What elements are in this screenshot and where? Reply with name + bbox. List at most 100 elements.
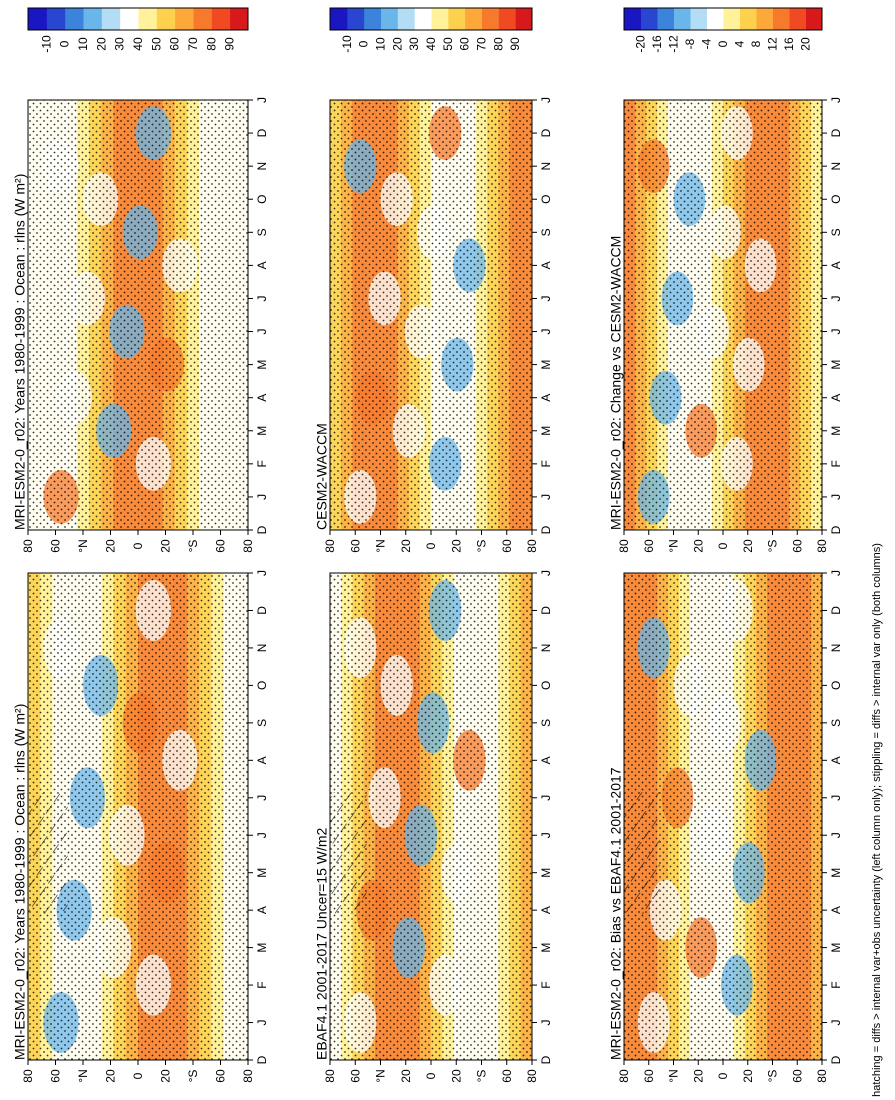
panel-0: D J F M A M J J A S O N D J 80 60 °N 20 0 20 °S 60 80 MRI-ESM2-… xyxy=(11,477,269,1083)
panel-title: CESM2-WACCM xyxy=(313,423,329,530)
colorbar-label: 70 xyxy=(186,37,200,51)
lat-tick-label: 80 xyxy=(21,1069,35,1083)
month-tick-label: J xyxy=(539,1020,553,1026)
panel-title: MRI-ESM2-0_r02: Bias vs EBAF4.1 2001-201… xyxy=(607,767,623,1060)
colorbar-label: 50 xyxy=(149,37,163,51)
lat-tick-label: °S xyxy=(766,540,780,553)
month-tick-label: J xyxy=(255,295,269,301)
lat-tick-label: 0 xyxy=(424,542,438,549)
month-tick-label: D xyxy=(255,128,269,137)
month-tick-label: S xyxy=(255,228,269,236)
month-tick-label: D xyxy=(829,606,843,615)
month-tick-label: F xyxy=(539,981,553,988)
colorbar-swatch xyxy=(805,8,823,30)
colorbar-label: 30 xyxy=(407,37,421,51)
colorbar-swatch xyxy=(481,8,499,30)
lat-tick-label: 80 xyxy=(241,539,255,553)
lat-tick-label: 60 xyxy=(500,1069,514,1083)
colorbar-label: -8 xyxy=(683,38,697,49)
colorbar-frame xyxy=(329,7,533,31)
month-tick-label: N xyxy=(539,644,553,653)
colorbar-label: -12 xyxy=(667,35,681,53)
colorbar-label: 16 xyxy=(782,37,796,51)
lat-tick-label: 20 xyxy=(741,1069,755,1083)
month-tick-label: A xyxy=(829,261,843,269)
month-tick-label: J xyxy=(829,832,843,838)
lat-tick-label: °S xyxy=(766,1070,780,1083)
month-tick-label: A xyxy=(539,261,553,269)
month-tick-label: J xyxy=(539,795,553,801)
month-tick-label: D xyxy=(539,1055,553,1064)
colorbar-label: 70 xyxy=(475,37,489,51)
colorbar-label: 80 xyxy=(204,37,218,51)
month-tick-label: J xyxy=(829,494,843,500)
month-tick-label: J xyxy=(255,570,269,576)
colorbar-label: 80 xyxy=(491,37,505,51)
month-tick-label: S xyxy=(539,228,553,236)
month-tick-label: N xyxy=(829,644,843,653)
month-tick-label: A xyxy=(829,756,843,764)
colorbar-label: 10 xyxy=(76,37,90,51)
month-tick-label: A xyxy=(539,756,553,764)
lat-tick-label: 60 xyxy=(642,539,656,553)
lat-tick-label: 60 xyxy=(49,1069,63,1083)
colorbar-swatch xyxy=(138,8,157,30)
lat-tick-label: 60 xyxy=(790,1069,804,1083)
colorbar-swatch xyxy=(756,8,773,30)
colorbar-label: -10 xyxy=(39,35,53,53)
month-tick-label: M xyxy=(255,360,269,370)
month-tick-label: D xyxy=(255,606,269,615)
colorbar-label: 60 xyxy=(168,37,182,51)
lat-tick-label: 20 xyxy=(159,539,173,553)
month-tick-label: A xyxy=(255,394,269,402)
month-tick-label: F xyxy=(539,460,553,467)
month-tick-label: D xyxy=(829,525,843,534)
panel-2: D J F M A M J J A S O N D J 80 60 °N 20 0 20 °S 60 80 EBAF4.1 2… xyxy=(313,477,553,1083)
lat-tick-label: 60 xyxy=(348,539,362,553)
month-tick-label: S xyxy=(829,719,843,727)
colorbar-swatch xyxy=(193,8,212,30)
lat-tick-label: 0 xyxy=(716,542,730,549)
lat-tick-label: 0 xyxy=(131,1072,145,1079)
colorbar-swatch xyxy=(498,8,516,30)
colorbar-swatch xyxy=(46,8,66,30)
colorbar-swatch xyxy=(211,8,231,30)
colorbar-swatch xyxy=(431,8,449,30)
month-tick-label: N xyxy=(255,162,269,171)
month-tick-label: O xyxy=(539,681,553,690)
colorbar-swatch xyxy=(624,8,641,30)
lat-tick-label: °S xyxy=(186,1070,200,1083)
lat-tick-label: °N xyxy=(374,539,388,552)
month-tick-label: F xyxy=(255,981,269,988)
panel-title: MRI-ESM2-0_r02: Years 1980-1999 : Ocean … xyxy=(11,174,27,530)
month-tick-label: J xyxy=(829,329,843,335)
lat-tick-label: °N xyxy=(76,1069,90,1082)
month-tick-label: F xyxy=(255,460,269,467)
colorbar-swatch xyxy=(363,8,381,30)
month-tick-label: J xyxy=(539,832,553,838)
lat-tick-label: 20 xyxy=(104,1069,118,1083)
colorbar-label: -20 xyxy=(634,35,648,53)
month-tick-label: D xyxy=(539,128,553,137)
month-tick-label: N xyxy=(829,162,843,171)
month-tick-label: M xyxy=(539,426,553,436)
month-tick-label: D xyxy=(255,1055,269,1064)
stippling xyxy=(28,100,248,530)
lat-tick-label: °S xyxy=(186,540,200,553)
month-tick-label: J xyxy=(539,494,553,500)
month-tick-label: N xyxy=(255,644,269,653)
colorbar-swatch xyxy=(447,8,466,30)
colorbar-label: -4 xyxy=(700,38,714,49)
hatching xyxy=(624,792,660,914)
month-tick-label: D xyxy=(829,1055,843,1064)
lat-tick-label: 80 xyxy=(815,1069,829,1083)
colorbar-swatch xyxy=(346,8,365,30)
colorbar-swatch xyxy=(229,8,249,30)
month-tick-label: M xyxy=(539,360,553,370)
colorbar-swatch xyxy=(657,8,674,30)
month-tick-label: M xyxy=(255,426,269,436)
month-tick-label: J xyxy=(255,1020,269,1026)
month-tick-label: D xyxy=(829,128,843,137)
lat-tick-label: 80 xyxy=(323,539,337,553)
hatching xyxy=(28,792,68,914)
